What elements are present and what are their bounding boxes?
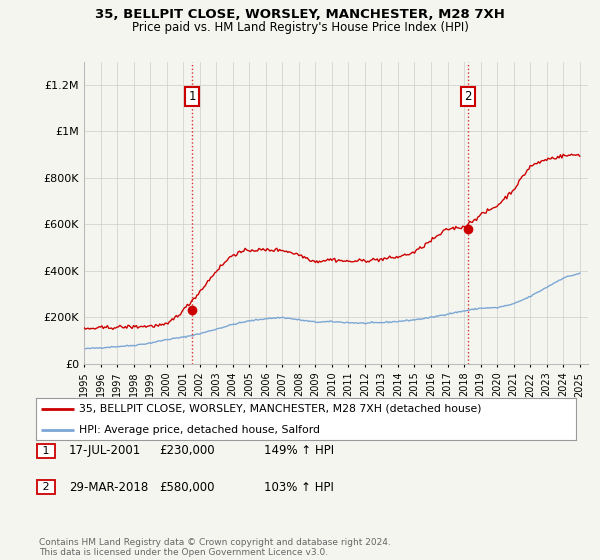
Text: 2: 2: [464, 90, 472, 103]
Text: 149% ↑ HPI: 149% ↑ HPI: [264, 444, 334, 458]
Text: 103% ↑ HPI: 103% ↑ HPI: [264, 480, 334, 494]
Text: £230,000: £230,000: [159, 444, 215, 458]
Text: HPI: Average price, detached house, Salford: HPI: Average price, detached house, Salf…: [79, 424, 320, 435]
Text: £580,000: £580,000: [159, 480, 215, 494]
Text: Price paid vs. HM Land Registry's House Price Index (HPI): Price paid vs. HM Land Registry's House …: [131, 21, 469, 34]
Text: 29-MAR-2018: 29-MAR-2018: [69, 480, 148, 494]
Text: 35, BELLPIT CLOSE, WORSLEY, MANCHESTER, M28 7XH (detached house): 35, BELLPIT CLOSE, WORSLEY, MANCHESTER, …: [79, 404, 482, 413]
Text: 2: 2: [39, 482, 53, 492]
Text: Contains HM Land Registry data © Crown copyright and database right 2024.
This d: Contains HM Land Registry data © Crown c…: [39, 538, 391, 557]
Text: 1: 1: [39, 446, 53, 456]
Text: 35, BELLPIT CLOSE, WORSLEY, MANCHESTER, M28 7XH: 35, BELLPIT CLOSE, WORSLEY, MANCHESTER, …: [95, 8, 505, 21]
Text: 1: 1: [188, 90, 196, 103]
Text: 17-JUL-2001: 17-JUL-2001: [69, 444, 141, 458]
